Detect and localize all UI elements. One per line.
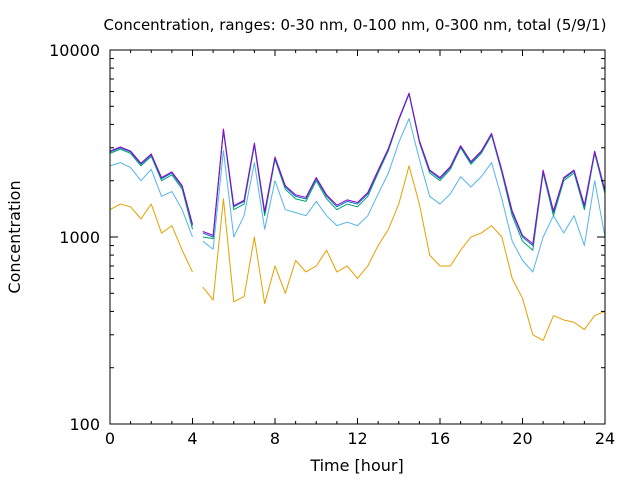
y-tick-label: 10000 [49,41,100,60]
y-tick-label: 1000 [59,228,100,247]
x-tick-label: 4 [187,429,197,448]
series-line-5-segment-1 [109,146,193,225]
plot-frame [109,49,606,425]
series-line-4-segment-2 [202,93,606,247]
x-tick-label: 20 [512,429,532,448]
series-line-2-segment-2 [202,118,606,273]
series-line-1-segment-2 [202,165,606,341]
x-tick-label: 8 [270,429,280,448]
x-tick-label: 16 [430,429,450,448]
y-axis-label: Concentration [5,180,24,293]
series-line-1-segment-1 [109,203,193,273]
y-axis: 100 1000 10000 [49,41,605,434]
x-axis-label: Time [hour] [309,456,403,475]
series-line-3-segment-2 [202,93,606,251]
series-line-5-segment-2 [202,92,606,245]
series-line-3-segment-1 [109,148,193,230]
series-layer [109,92,606,341]
y-tick-label: 100 [69,415,100,434]
x-tick-label: 24 [595,429,615,448]
x-axis: 0 4 8 12 16 20 24 [105,50,615,448]
x-tick-label: 0 [105,429,115,448]
chart-title: Concentration, ranges: 0-30 nm, 0-100 nm… [104,16,607,34]
x-tick-label: 12 [347,429,367,448]
series-line-2-segment-1 [109,162,193,238]
